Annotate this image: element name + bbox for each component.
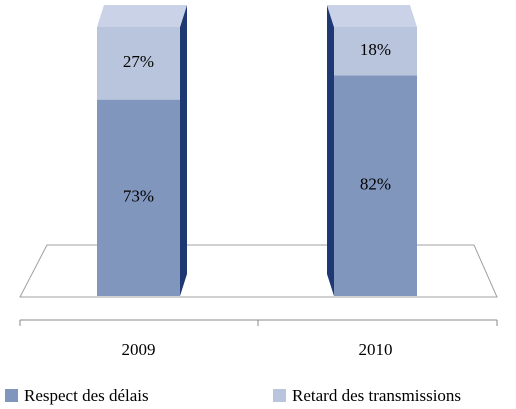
legend-label: Retard des transmissions	[292, 386, 461, 405]
bar-segment	[97, 99, 180, 296]
legend-swatch	[5, 389, 18, 402]
data-label: 27%	[123, 52, 154, 71]
x-tick-label: 2010	[359, 340, 393, 359]
bar-top	[97, 5, 187, 27]
bar-segment	[334, 75, 417, 296]
data-label: 82%	[360, 175, 391, 194]
bar-segment	[97, 27, 180, 100]
bar-side	[180, 5, 187, 296]
data-label: 73%	[123, 187, 154, 206]
bar-side	[327, 5, 334, 296]
floor	[19, 244, 498, 298]
legend-label: Respect des délais	[24, 386, 149, 405]
bar-segment	[334, 27, 417, 76]
bar-top	[327, 5, 417, 27]
data-label: 18%	[360, 40, 391, 59]
legend-swatch	[273, 389, 286, 402]
x-tick-label: 2009	[122, 340, 156, 359]
